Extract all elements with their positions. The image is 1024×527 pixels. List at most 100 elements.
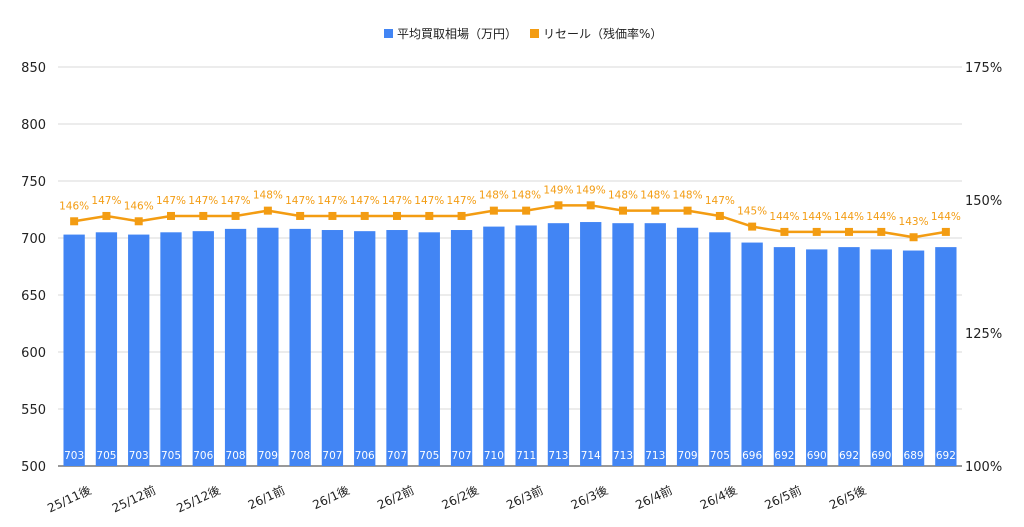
left-tick-label: 650: [21, 289, 46, 304]
bar: [902, 250, 925, 466]
bar-value-label: 689: [904, 450, 924, 462]
line-point: [199, 211, 208, 220]
bar: [806, 249, 828, 466]
line-value-label: 148%: [511, 190, 541, 202]
line-value-label: 144%: [769, 211, 799, 223]
x-tick-label: 26/3前: [504, 482, 546, 512]
bar: [354, 231, 376, 466]
legend-line-label: リセール（残価率%）: [543, 26, 662, 41]
x-tick-label: 26/3後: [569, 483, 610, 512]
x-tick-label: 26/1後: [310, 483, 351, 512]
bar-value-label: 692: [936, 450, 956, 462]
line-point: [586, 201, 595, 210]
bar-series: [63, 222, 957, 466]
line-value-label: 147%: [285, 195, 315, 207]
line-value-label: 144%: [866, 211, 896, 223]
bar-value-label: 713: [645, 450, 665, 462]
bar: [160, 232, 182, 466]
line-value-label: 147%: [91, 195, 121, 207]
left-tick-label: 800: [21, 118, 46, 133]
line-value-label: 147%: [221, 195, 251, 207]
bar: [128, 234, 150, 466]
line-value-label: 147%: [350, 195, 380, 207]
bar-value-label: 703: [129, 450, 149, 462]
line-point: [102, 211, 111, 220]
line-value-label: 143%: [899, 216, 929, 228]
line-point: [425, 211, 434, 220]
bar: [838, 247, 860, 466]
x-tick-label: 26/1前: [245, 482, 287, 512]
bar-value-label: 705: [96, 450, 116, 462]
bar: [321, 230, 344, 466]
bar: [483, 226, 505, 466]
bar: [773, 247, 796, 466]
bar-value-label: 707: [452, 450, 472, 462]
bar-value-label: 710: [484, 450, 504, 462]
line-value-label: 145%: [737, 206, 767, 218]
x-tick-label: 25/12後: [174, 483, 222, 515]
left-tick-label: 550: [21, 403, 46, 418]
x-tick-label: 25/11後: [45, 483, 93, 515]
x-axis: 25/11後 25/12前 25/12後 26/1前 26/1後 26/2前 26/2後 26…: [45, 482, 868, 515]
bar: [289, 228, 311, 466]
right-tick-label: 150%: [965, 194, 1002, 209]
line-value-label: 148%: [479, 190, 509, 202]
bar: [580, 222, 602, 466]
bar-value-label: 690: [807, 450, 827, 462]
line-point: [619, 206, 627, 215]
line-point: [780, 227, 789, 236]
bar-value-label: 706: [355, 450, 375, 462]
line-value-label: 147%: [156, 195, 186, 207]
line-point: [231, 211, 240, 220]
left-tick-label: 700: [21, 232, 46, 247]
bar: [192, 231, 214, 466]
bar-value-label: 707: [322, 450, 342, 462]
bar-value-label: 713: [613, 450, 633, 462]
bar: [870, 249, 892, 466]
bar-value-label: 692: [774, 450, 794, 462]
bar: [515, 225, 537, 466]
right-axis: 100% 125% 150% 175%: [965, 61, 1002, 475]
line-value-label: 148%: [253, 190, 283, 202]
line-point: [554, 201, 563, 210]
line-value-labels: 146% 147% 146% 147% 147% 147% 148% 147% 147% 147%…: [59, 184, 961, 228]
left-tick-label: 500: [21, 460, 46, 475]
bar: [612, 223, 634, 466]
x-tick-label: 25/12前: [109, 482, 158, 515]
bar-value-label: 708: [290, 450, 310, 462]
bar: [709, 232, 731, 466]
bar-value-label: 707: [387, 450, 407, 462]
bar-value-label: 711: [516, 450, 536, 462]
legend-line-swatch: [530, 29, 539, 38]
line-point: [263, 206, 272, 215]
bar: [386, 230, 408, 466]
line-value-label: 147%: [188, 195, 218, 207]
line-value-label: 148%: [608, 190, 638, 202]
line-point: [296, 211, 305, 220]
line-series: [70, 201, 950, 242]
left-axis: 500 550 600 650 700 750 800 850: [21, 61, 46, 475]
bar: [741, 242, 763, 466]
bar-value-labels: 703 705 703 705 706 708 709 708 707 706 707 705 707 7…: [64, 450, 956, 462]
x-tick-label: 26/5前: [762, 482, 804, 512]
bar-value-label: 692: [839, 450, 859, 462]
line-value-label: 146%: [124, 200, 154, 212]
bar: [95, 232, 118, 466]
bar: [418, 232, 440, 466]
bar-value-label: 714: [581, 450, 601, 462]
line-point: [522, 206, 531, 215]
line-point: [877, 227, 886, 236]
line-point: [683, 206, 692, 215]
line-value-label: 149%: [576, 184, 606, 196]
bar: [935, 247, 957, 466]
legend-bar-swatch: [384, 29, 393, 38]
bar-value-label: 713: [548, 450, 568, 462]
bar: [676, 227, 699, 466]
line-point: [651, 206, 660, 215]
bar-value-label: 705: [161, 450, 181, 462]
line-point: [941, 227, 950, 236]
bar-value-label: 709: [678, 450, 698, 462]
right-tick-label: 100%: [965, 460, 1002, 475]
line-point: [360, 211, 369, 220]
